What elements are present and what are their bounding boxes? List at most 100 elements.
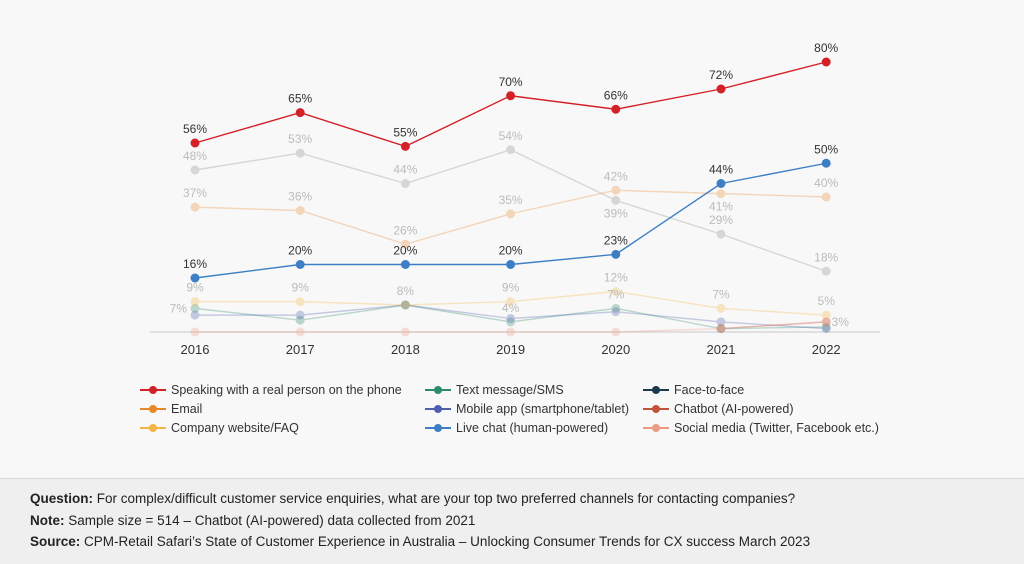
legend-label: Text message/SMS [456, 383, 564, 397]
data-label: 29% [709, 213, 733, 227]
data-label: 41% [709, 200, 733, 214]
data-label: 56% [183, 122, 207, 136]
legend-swatch-icon [425, 386, 451, 394]
data-point [821, 57, 831, 67]
data-label: 40% [814, 176, 838, 190]
data-label: 9% [186, 281, 204, 295]
note-line: Note: Sample size = 514 – Chatbot (AI-po… [30, 513, 475, 528]
data-point [716, 229, 726, 239]
data-label: 20% [393, 244, 417, 258]
data-point [611, 327, 621, 337]
series-6 [190, 287, 831, 320]
data-point [506, 317, 516, 327]
x-tick-label: 2017 [286, 342, 315, 357]
note-text: Sample size = 514 – Chatbot (AI-powered)… [64, 513, 476, 528]
data-point [295, 297, 305, 307]
data-point [821, 192, 831, 202]
legend-swatch-icon [425, 424, 451, 432]
data-point [506, 209, 516, 219]
data-point [190, 273, 200, 283]
data-point [611, 307, 621, 317]
legend-label: Chatbot (AI-powered) [674, 402, 794, 416]
series-8 [190, 317, 831, 337]
data-point [190, 202, 200, 212]
data-point [611, 104, 621, 114]
data-point [611, 303, 621, 313]
data-point [821, 322, 831, 332]
data-label: 9% [502, 281, 520, 295]
data-point [295, 260, 305, 269]
data-label: 20% [288, 244, 312, 258]
data-label: 54% [499, 129, 523, 143]
series-line [720, 321, 827, 330]
question-label: Question: [30, 491, 93, 506]
series-4 [190, 300, 831, 334]
x-tick-label: 2021 [707, 342, 736, 357]
data-point [821, 158, 831, 168]
source-label: Source: [30, 534, 81, 549]
legend-swatch-icon [140, 424, 166, 432]
data-point [295, 206, 305, 215]
data-point [400, 179, 410, 188]
data-point [821, 266, 831, 276]
data-label: 12% [604, 271, 628, 285]
data-point [716, 324, 726, 334]
data-label: 70% [499, 75, 523, 89]
source-line: Source: CPM-Retail Safari’s State of Cus… [30, 534, 810, 549]
data-label: 8% [397, 284, 415, 298]
data-point [506, 327, 516, 337]
legend-label: Live chat (human-powered) [456, 421, 609, 435]
data-label: 18% [814, 250, 838, 264]
data-point [295, 327, 305, 337]
legend: Speaking with a real person on the phone… [140, 381, 903, 437]
data-point [611, 249, 621, 259]
data-label: 37% [183, 186, 207, 200]
data-label: 65% [288, 92, 312, 106]
data-point [190, 310, 200, 320]
data-label: 9% [292, 281, 310, 295]
data-point [716, 179, 726, 188]
data-point [400, 260, 410, 269]
legend-label: Face-to-face [674, 383, 745, 397]
series-line [194, 189, 827, 245]
legend-label: Social media (Twitter, Facebook etc.) [674, 421, 879, 435]
data-label: 39% [604, 206, 628, 220]
legend-item: Speaking with a real person on the phone [140, 381, 425, 399]
data-point [506, 145, 516, 155]
data-point [295, 315, 305, 325]
data-point [821, 317, 831, 327]
data-label: 72% [709, 68, 733, 82]
legend-swatch-icon [643, 424, 669, 432]
data-point [400, 239, 410, 249]
data-label: 20% [499, 244, 523, 258]
series-3 [190, 185, 831, 249]
legend-label: Email [171, 402, 203, 416]
data-point [821, 317, 831, 327]
x-tick-label: 2022 [812, 342, 841, 357]
data-label: 80% [814, 41, 838, 55]
legend-swatch-icon [140, 386, 166, 394]
x-tick-label: 2019 [496, 342, 525, 357]
data-point [400, 327, 410, 337]
legend-item: Text message/SMS [425, 381, 643, 399]
legend-label: Speaking with a real person on the phone [171, 383, 402, 397]
data-point [295, 108, 305, 118]
footer: Question: For complex/difficult customer… [0, 478, 1024, 564]
series-line [195, 304, 827, 330]
series-line [195, 290, 827, 316]
data-point [400, 300, 410, 310]
legend-item: Face-to-face [643, 381, 903, 399]
data-point [716, 324, 726, 334]
legend-item: Live chat (human-powered) [425, 419, 643, 437]
data-point [716, 324, 726, 334]
data-point [190, 165, 200, 175]
source-text: CPM-Retail Safari’s State of Customer Ex… [80, 534, 811, 549]
line-chart: 2016 2017 2018 2019 2020 2021 2022 7% 4% 7% 48% 53%… [150, 41, 880, 357]
series-7 [190, 158, 831, 283]
data-point [295, 310, 305, 320]
legend-item: Social media (Twitter, Facebook etc.) [643, 419, 903, 437]
legend-swatch-icon [643, 386, 669, 394]
legend-item: Email [140, 400, 425, 418]
data-label: 3% [832, 315, 850, 329]
data-point [190, 303, 200, 313]
